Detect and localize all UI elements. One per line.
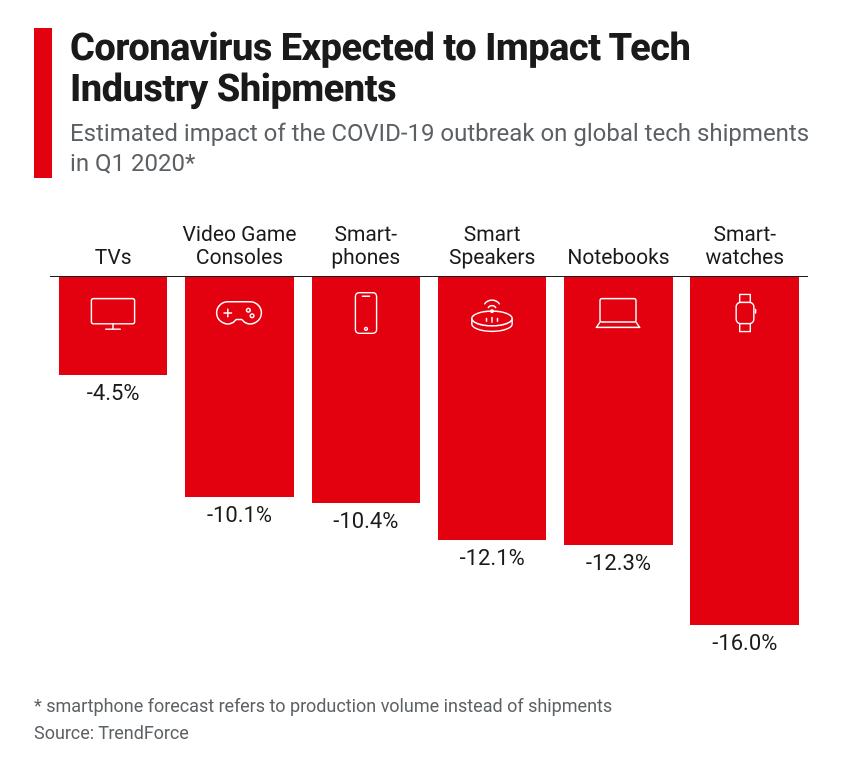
infographic-container: Coronavirus Expected to Impact Tech Indu… <box>0 0 858 767</box>
bar-cell: -12.1% <box>429 277 555 571</box>
phone-icon <box>336 289 396 337</box>
watch-icon <box>715 289 775 337</box>
value-label: -4.5% <box>87 381 140 406</box>
chart-area: TVsVideo Game ConsolesSmart-phonesSmart … <box>50 214 808 668</box>
headings: Coronavirus Expected to Impact Tech Indu… <box>70 28 824 178</box>
bar <box>438 277 547 540</box>
speaker-icon <box>462 289 522 337</box>
bar-cell: -4.5% <box>50 277 176 406</box>
value-label: -12.1% <box>460 546 525 571</box>
source: Source: TrendForce <box>34 720 824 747</box>
chart-title: Coronavirus Expected to Impact Tech Indu… <box>70 28 824 110</box>
value-label: -16.0% <box>712 631 777 656</box>
category-label: Smart-watches <box>682 224 808 276</box>
value-label: -10.4% <box>333 509 398 534</box>
category-label: TVs <box>50 247 176 276</box>
value-label: -10.1% <box>207 503 272 528</box>
footer: * smartphone forecast refers to producti… <box>34 693 824 747</box>
category-label: Smart-phones <box>303 224 429 276</box>
bars-row: -4.5% -10.1% -10.4% -12.1% -12.3% -16.0% <box>50 277 808 667</box>
laptop-icon <box>588 289 648 337</box>
category-label: Video Game Consoles <box>176 224 302 276</box>
bar-cell: -12.3% <box>555 277 681 576</box>
chart-subtitle: Estimated impact of the COVID-19 outbrea… <box>70 118 824 178</box>
bar <box>690 277 799 625</box>
value-label: -12.3% <box>586 551 651 576</box>
bar <box>185 277 294 497</box>
header-block: Coronavirus Expected to Impact Tech Indu… <box>34 28 824 178</box>
tv-icon <box>83 289 143 337</box>
bar <box>564 277 673 545</box>
bar-cell: -10.4% <box>303 277 429 534</box>
bar-cell: -10.1% <box>176 277 302 528</box>
footnote: * smartphone forecast refers to producti… <box>34 693 824 720</box>
gamepad-icon <box>209 289 269 337</box>
category-label: Notebooks <box>555 247 681 276</box>
accent-bar <box>34 28 52 178</box>
bar <box>312 277 421 503</box>
category-labels-row: TVsVideo Game ConsolesSmart-phonesSmart … <box>50 214 808 276</box>
category-label: Smart Speakers <box>429 224 555 276</box>
bar-cell: -16.0% <box>682 277 808 656</box>
bar <box>59 277 168 375</box>
